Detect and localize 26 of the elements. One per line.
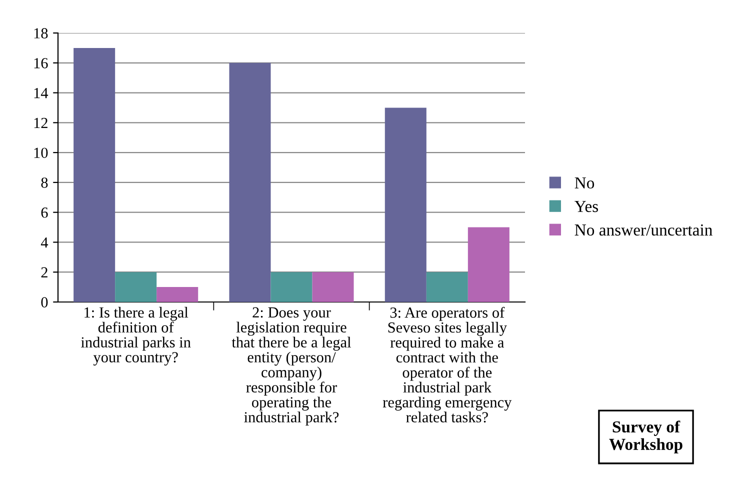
legend-label: Yes [574,200,598,212]
legend-label: No answer/uncertain [574,224,712,236]
y-tick-label: 6 [41,208,48,218]
bar [426,272,468,302]
y-tick-label: 4 [40,237,48,248]
y-tick-label: 10 [34,148,48,158]
y-tick-label: 14 [34,88,48,98]
bar [384,108,426,302]
text: Survey of Workshop [609,420,682,454]
legend-label: No [574,177,594,189]
y-tick-label: 8 [41,178,48,188]
y-tick-label: 2 [41,267,48,278]
y-tick-label: 16 [34,58,48,68]
bar [312,272,354,302]
x-tick-label: 2: Does your legislation require that there be a legal entity (person/ company) responsible for operating the industrial park? [232,307,351,426]
bar [468,227,510,302]
y-tick-label: 0 [41,297,48,308]
bar [229,62,271,302]
x-tick-label: 3: Are operators of Seveso sites legally required to make a contract with the operator of the industrial park regarding emergency related tasks? [382,306,512,422]
bar [74,48,116,302]
y-tick-label: 18 [34,28,48,38]
bar [115,272,157,302]
bar [270,272,312,302]
bar [156,287,198,302]
y-tick-label: 12 [34,118,48,128]
x-tick-label: 1: Is there a legal definition of industrial parks in your country? [80,306,191,366]
